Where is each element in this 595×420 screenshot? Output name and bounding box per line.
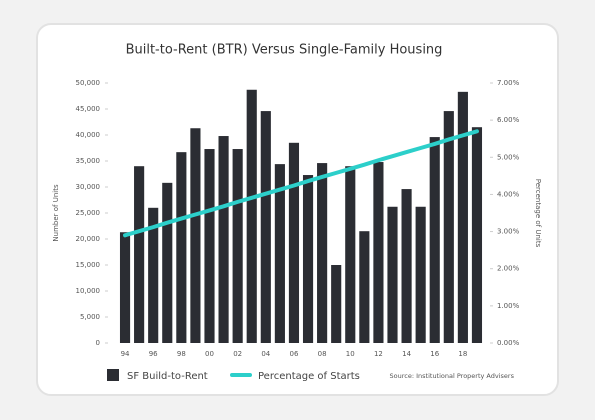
x-tick-label: 04 — [261, 350, 270, 358]
bar — [274, 164, 285, 343]
y-tick-label: 0 — [96, 339, 100, 347]
chart-title: Built-to-Rent (BTR) Versus Single-Family… — [126, 43, 443, 58]
x-tick-label: 12 — [374, 350, 383, 358]
line — [123, 129, 479, 238]
bar — [415, 206, 426, 343]
bar — [457, 91, 468, 343]
source: Source: Institutional Property Advisers — [390, 372, 515, 380]
bar — [429, 137, 440, 343]
bar — [359, 231, 370, 343]
bar — [471, 127, 483, 343]
bar — [317, 163, 328, 343]
y-tick-label: 20,000 — [76, 235, 101, 243]
bar — [232, 149, 243, 343]
y2-tick-label: 0.00% — [497, 339, 520, 347]
bar — [148, 207, 159, 343]
legend-label: Percentage of Starts — [258, 371, 360, 382]
y2-tick-label: 2.00% — [497, 265, 520, 273]
y2-tick-label: 4.00% — [497, 190, 520, 198]
y2-tick-label: 3.00% — [497, 228, 520, 236]
y-axis-label: Number of Units — [52, 184, 60, 242]
bar — [401, 189, 412, 343]
bar — [288, 142, 300, 343]
y-tick-label: 15,000 — [76, 261, 101, 269]
y2-tick-label: 5.00% — [497, 153, 520, 161]
bar — [190, 128, 201, 343]
bar — [302, 175, 314, 343]
x-tick-label: 08 — [318, 350, 327, 358]
y2-tick-label: 7.00% — [497, 79, 520, 87]
y2-tick-label: 1.00% — [497, 302, 520, 310]
bar — [134, 166, 145, 343]
bar — [345, 166, 356, 343]
y-tick-label: 50,000 — [76, 79, 101, 87]
y-tick-label: 10,000 — [76, 287, 101, 295]
legend-swatch — [107, 369, 119, 381]
legend-label: SF Build-to-Rent — [127, 371, 208, 382]
x-tick-label: 00 — [205, 350, 214, 358]
bar — [119, 232, 131, 343]
bar — [176, 152, 187, 343]
y-tick-label: 40,000 — [76, 131, 101, 139]
x-tick-label: 02 — [233, 350, 242, 358]
y-tick-label: 25,000 — [76, 209, 101, 217]
bar — [373, 162, 384, 343]
y2-tick-label: 6.00% — [497, 116, 520, 124]
x-tick-label: 18 — [458, 350, 467, 358]
bar — [331, 265, 342, 343]
bar — [246, 89, 257, 343]
bar — [218, 136, 229, 343]
x-tick-label: 06 — [290, 350, 299, 358]
x-tick-label: 10 — [346, 350, 355, 358]
bar — [204, 149, 215, 343]
bar — [443, 111, 454, 343]
x-tick-label: 98 — [177, 350, 186, 358]
x-tick-label: 16 — [430, 350, 439, 358]
bar — [162, 182, 173, 343]
y-tick-label: 5,000 — [80, 313, 100, 321]
y-tick-label: 45,000 — [76, 105, 101, 113]
x-tick-label: 94 — [121, 350, 130, 358]
bar — [387, 206, 398, 343]
x-tick-label: 14 — [402, 350, 411, 358]
x-tick-label: 96 — [149, 350, 158, 358]
y-tick-label: 30,000 — [76, 183, 101, 191]
bar — [260, 111, 271, 343]
y2-axis-label: Percentage of Units — [534, 179, 542, 248]
y-tick-label: 35,000 — [76, 157, 101, 165]
